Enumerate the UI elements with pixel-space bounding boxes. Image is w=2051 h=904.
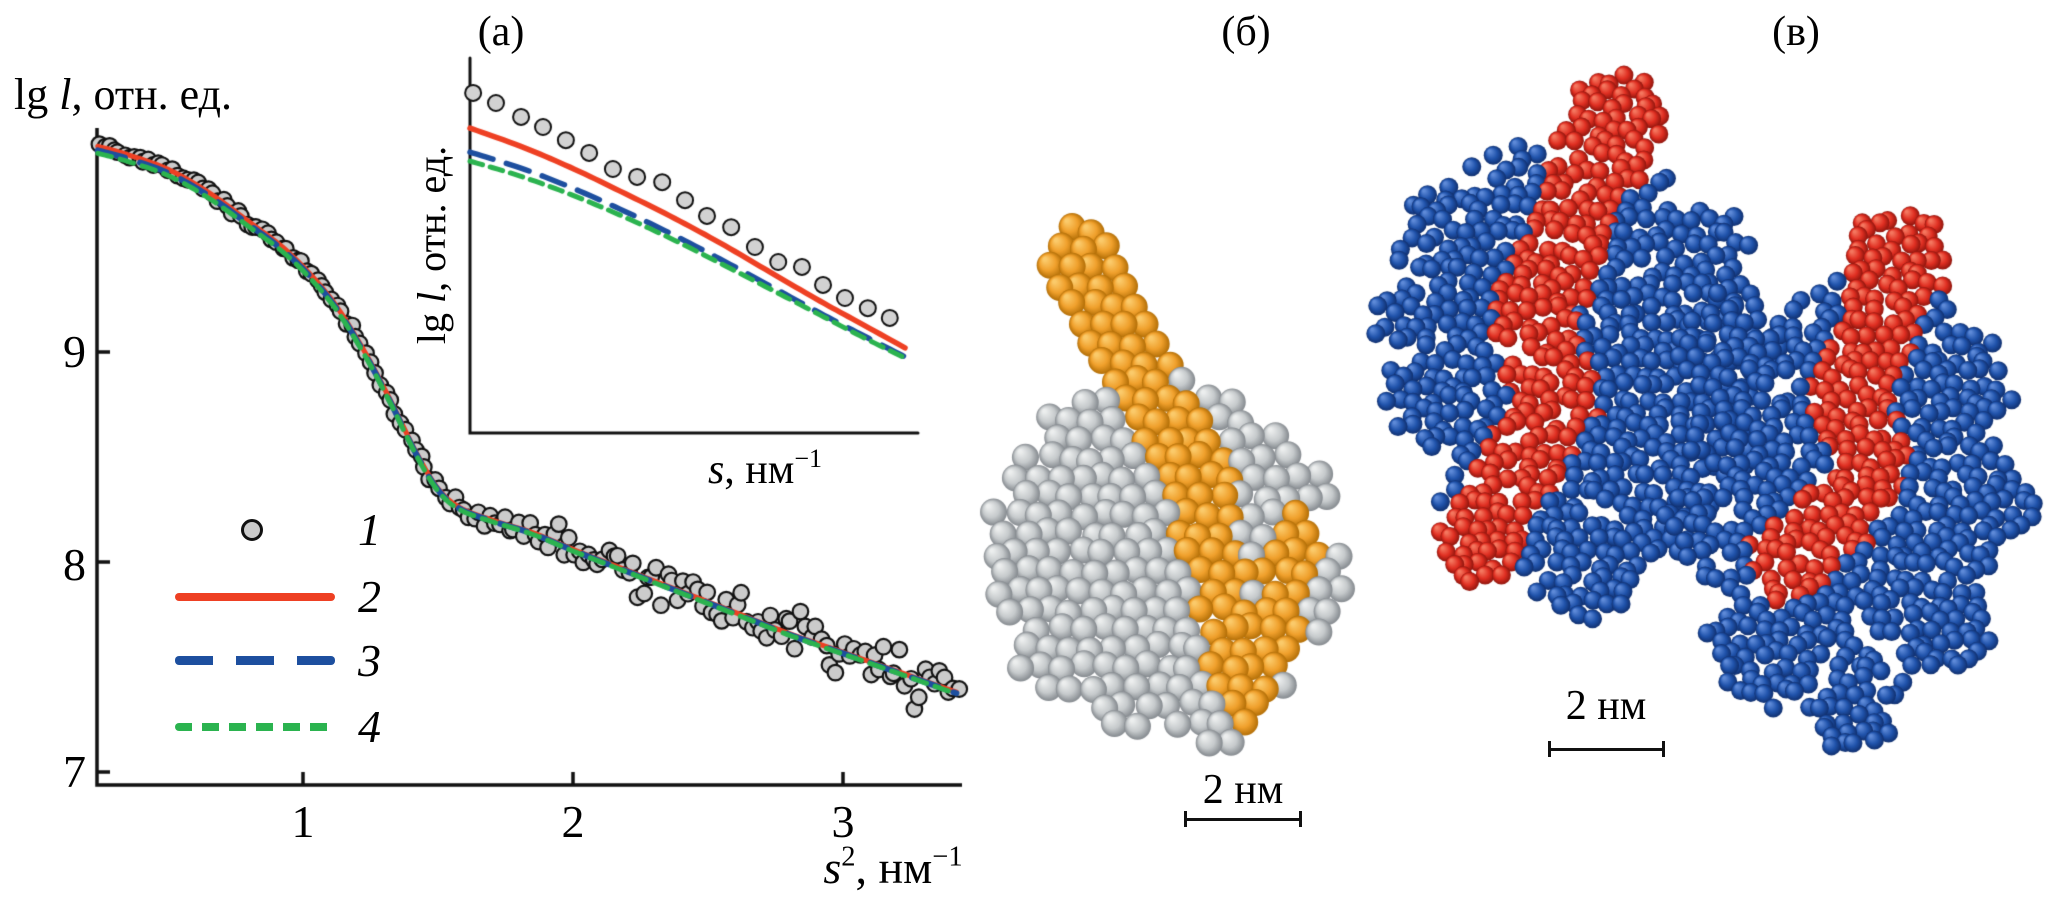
legend-marker-solid-line bbox=[175, 593, 335, 601]
inset-ylabel-variable: l bbox=[409, 291, 454, 303]
xlabel-exponent: 2 bbox=[841, 841, 856, 873]
y-tick-label-9: 9 bbox=[63, 325, 86, 377]
legend-marker-long-dash-line bbox=[175, 656, 335, 665]
ylabel-prefix: lg bbox=[14, 70, 60, 119]
legend-marker-circle bbox=[241, 519, 263, 541]
inset-y-axis-label: lg l, отн. ед. bbox=[409, 145, 454, 345]
inset-ylabel-prefix: lg bbox=[409, 302, 454, 345]
scalebar-v-left-cap bbox=[1548, 741, 1551, 757]
xlabel-units-exponent: −1 bbox=[932, 841, 963, 873]
main-plot-x-axis-label: s2, нм−1 bbox=[823, 841, 963, 893]
xlabel-variable: s bbox=[823, 842, 842, 893]
scalebar-b-label: 2 нм bbox=[1202, 767, 1284, 813]
inset-ylabel-units: , отн. ед. bbox=[409, 145, 454, 292]
inset-xlabel-units: , нм bbox=[724, 447, 795, 493]
x-tick-label-3: 3 bbox=[831, 796, 855, 847]
scalebar-b-right-cap bbox=[1299, 811, 1302, 827]
scalebar-v-right-cap bbox=[1662, 741, 1665, 757]
scalebar-b bbox=[1184, 811, 1302, 827]
inset-xlabel-units-exponent: −1 bbox=[794, 443, 823, 473]
inset-xlabel-variable: s bbox=[707, 447, 725, 493]
main-plot-y-axis-label: lg l, отн. ед. bbox=[14, 70, 232, 119]
legend-marker-short-dash-line bbox=[175, 723, 335, 731]
y-tick-label-8: 8 bbox=[63, 538, 86, 590]
ylabel-variable: l bbox=[59, 70, 72, 119]
x-tick-label-2: 2 bbox=[561, 796, 585, 847]
scalebar-b-line bbox=[1187, 817, 1299, 821]
xlabel-units: , нм bbox=[855, 842, 933, 893]
panel-v-label: (в) bbox=[1772, 9, 1820, 55]
x-tick-label-1: 1 bbox=[291, 796, 315, 847]
scalebar-b-left-cap bbox=[1184, 811, 1187, 827]
scalebar-v bbox=[1548, 741, 1665, 757]
panel-b-label: (б) bbox=[1221, 9, 1271, 55]
inset-panel-label: (а) bbox=[477, 9, 525, 55]
ylabel-units: , отн. ед. bbox=[71, 70, 232, 119]
legend-item-label-2: 2 bbox=[358, 570, 381, 622]
legend-item-label-4: 4 bbox=[358, 700, 381, 752]
inset-x-axis-label: s, нм−1 bbox=[707, 445, 822, 493]
legend-item-label-1: 1 bbox=[358, 503, 381, 555]
scalebar-v-line bbox=[1551, 747, 1662, 751]
y-tick-label-7: 7 bbox=[63, 745, 86, 797]
scalebar-v-label: 2 нм bbox=[1565, 683, 1647, 729]
legend-item-label-3: 3 bbox=[358, 634, 381, 686]
